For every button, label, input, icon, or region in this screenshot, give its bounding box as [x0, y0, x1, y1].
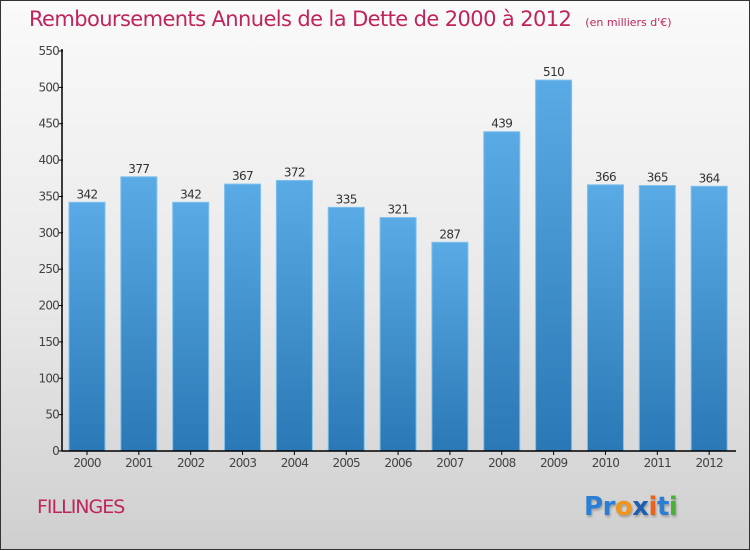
bar-2010 [586, 184, 624, 452]
y-tick-label: 200 [38, 299, 59, 313]
x-axis: 2000 2001 2002 2003 2004 2005 2006 2007 2008 2009… [62, 450, 736, 470]
bar-value-label: 342 [76, 187, 97, 201]
bar-value-label: 287 [439, 227, 460, 241]
bar-2008 [483, 131, 521, 452]
x-tick-label: 2010 [592, 456, 620, 470]
x-tick-label: 2007 [436, 456, 464, 470]
y-tick-label: 300 [38, 226, 59, 240]
bar-2005 [327, 206, 365, 452]
commune-name: FILLINGES [37, 496, 125, 518]
y-tick-label: 500 [38, 80, 59, 94]
y-tick-label: 100 [38, 371, 59, 385]
logo-letter: i [668, 492, 678, 522]
bar-2003 [224, 183, 262, 452]
bar-2012 [690, 185, 728, 452]
logo-letter: x [632, 492, 649, 522]
bar-value-label: 510 [543, 65, 564, 79]
x-tick-label: 2001 [125, 456, 153, 470]
y-tick-label: 150 [38, 335, 59, 349]
y-axis: 0 50 100 150 200 250 300 350 400 450 500 550 [38, 44, 63, 458]
logo-letter: r [602, 492, 616, 522]
bars-group [68, 79, 728, 452]
logo-letter: o [614, 492, 633, 522]
y-tick-label: 400 [38, 153, 59, 167]
bar-value-label: 335 [336, 192, 357, 206]
bar-2000 [68, 201, 106, 452]
bar-value-label: 372 [284, 165, 305, 179]
bar-2002 [172, 201, 210, 452]
x-tick-label: 2009 [540, 456, 568, 470]
y-tick-label: 250 [38, 262, 59, 276]
bar-value-label: 439 [491, 117, 512, 131]
bar-2001 [120, 176, 158, 452]
bar-2009 [535, 79, 573, 452]
bar-value-label: 342 [180, 187, 201, 201]
x-tick-label: 2005 [333, 456, 361, 470]
bar-value-label: 364 [699, 171, 720, 185]
bar-value-label: 321 [388, 203, 409, 217]
y-tick-label: 50 [45, 408, 59, 422]
bar-value-label: 366 [595, 170, 616, 184]
y-tick-label: 0 [52, 444, 59, 458]
bar-2006 [379, 217, 417, 452]
proxiti-logo[interactable]: Proxiti [584, 492, 678, 522]
logo-letter: t [656, 492, 669, 522]
bar-labels-group: 342 377 342 367 372 335 321 287 439 510 366 365 364 [76, 65, 720, 241]
x-tick-label: 2000 [73, 456, 101, 470]
y-tick-label: 350 [38, 189, 59, 203]
x-tick-label: 2004 [281, 456, 309, 470]
bar-value-label: 365 [647, 171, 668, 185]
x-tick-label: 2002 [177, 456, 205, 470]
x-tick-label: 2008 [488, 456, 516, 470]
x-tick-label: 2006 [384, 456, 412, 470]
x-tick-label: 2012 [695, 456, 723, 470]
y-tick-label: 450 [38, 117, 59, 131]
chart-title: Remboursements Annuels de la Dette de 20… [29, 7, 672, 31]
chart-subtitle: (en milliers d'€) [585, 16, 672, 29]
bar-2004 [275, 179, 313, 452]
x-tick-label: 2003 [229, 456, 257, 470]
bar-value-label: 367 [232, 169, 253, 183]
bar-2011 [638, 185, 676, 452]
x-tick-label: 2011 [644, 456, 672, 470]
logo-letter: i [648, 492, 658, 522]
y-tick-label: 550 [38, 44, 59, 58]
logo-letter: P [584, 492, 603, 522]
chart-title-text: Remboursements Annuels de la Dette de 20… [29, 7, 572, 31]
bar-2007 [431, 241, 469, 452]
bar-value-label: 377 [128, 162, 149, 176]
